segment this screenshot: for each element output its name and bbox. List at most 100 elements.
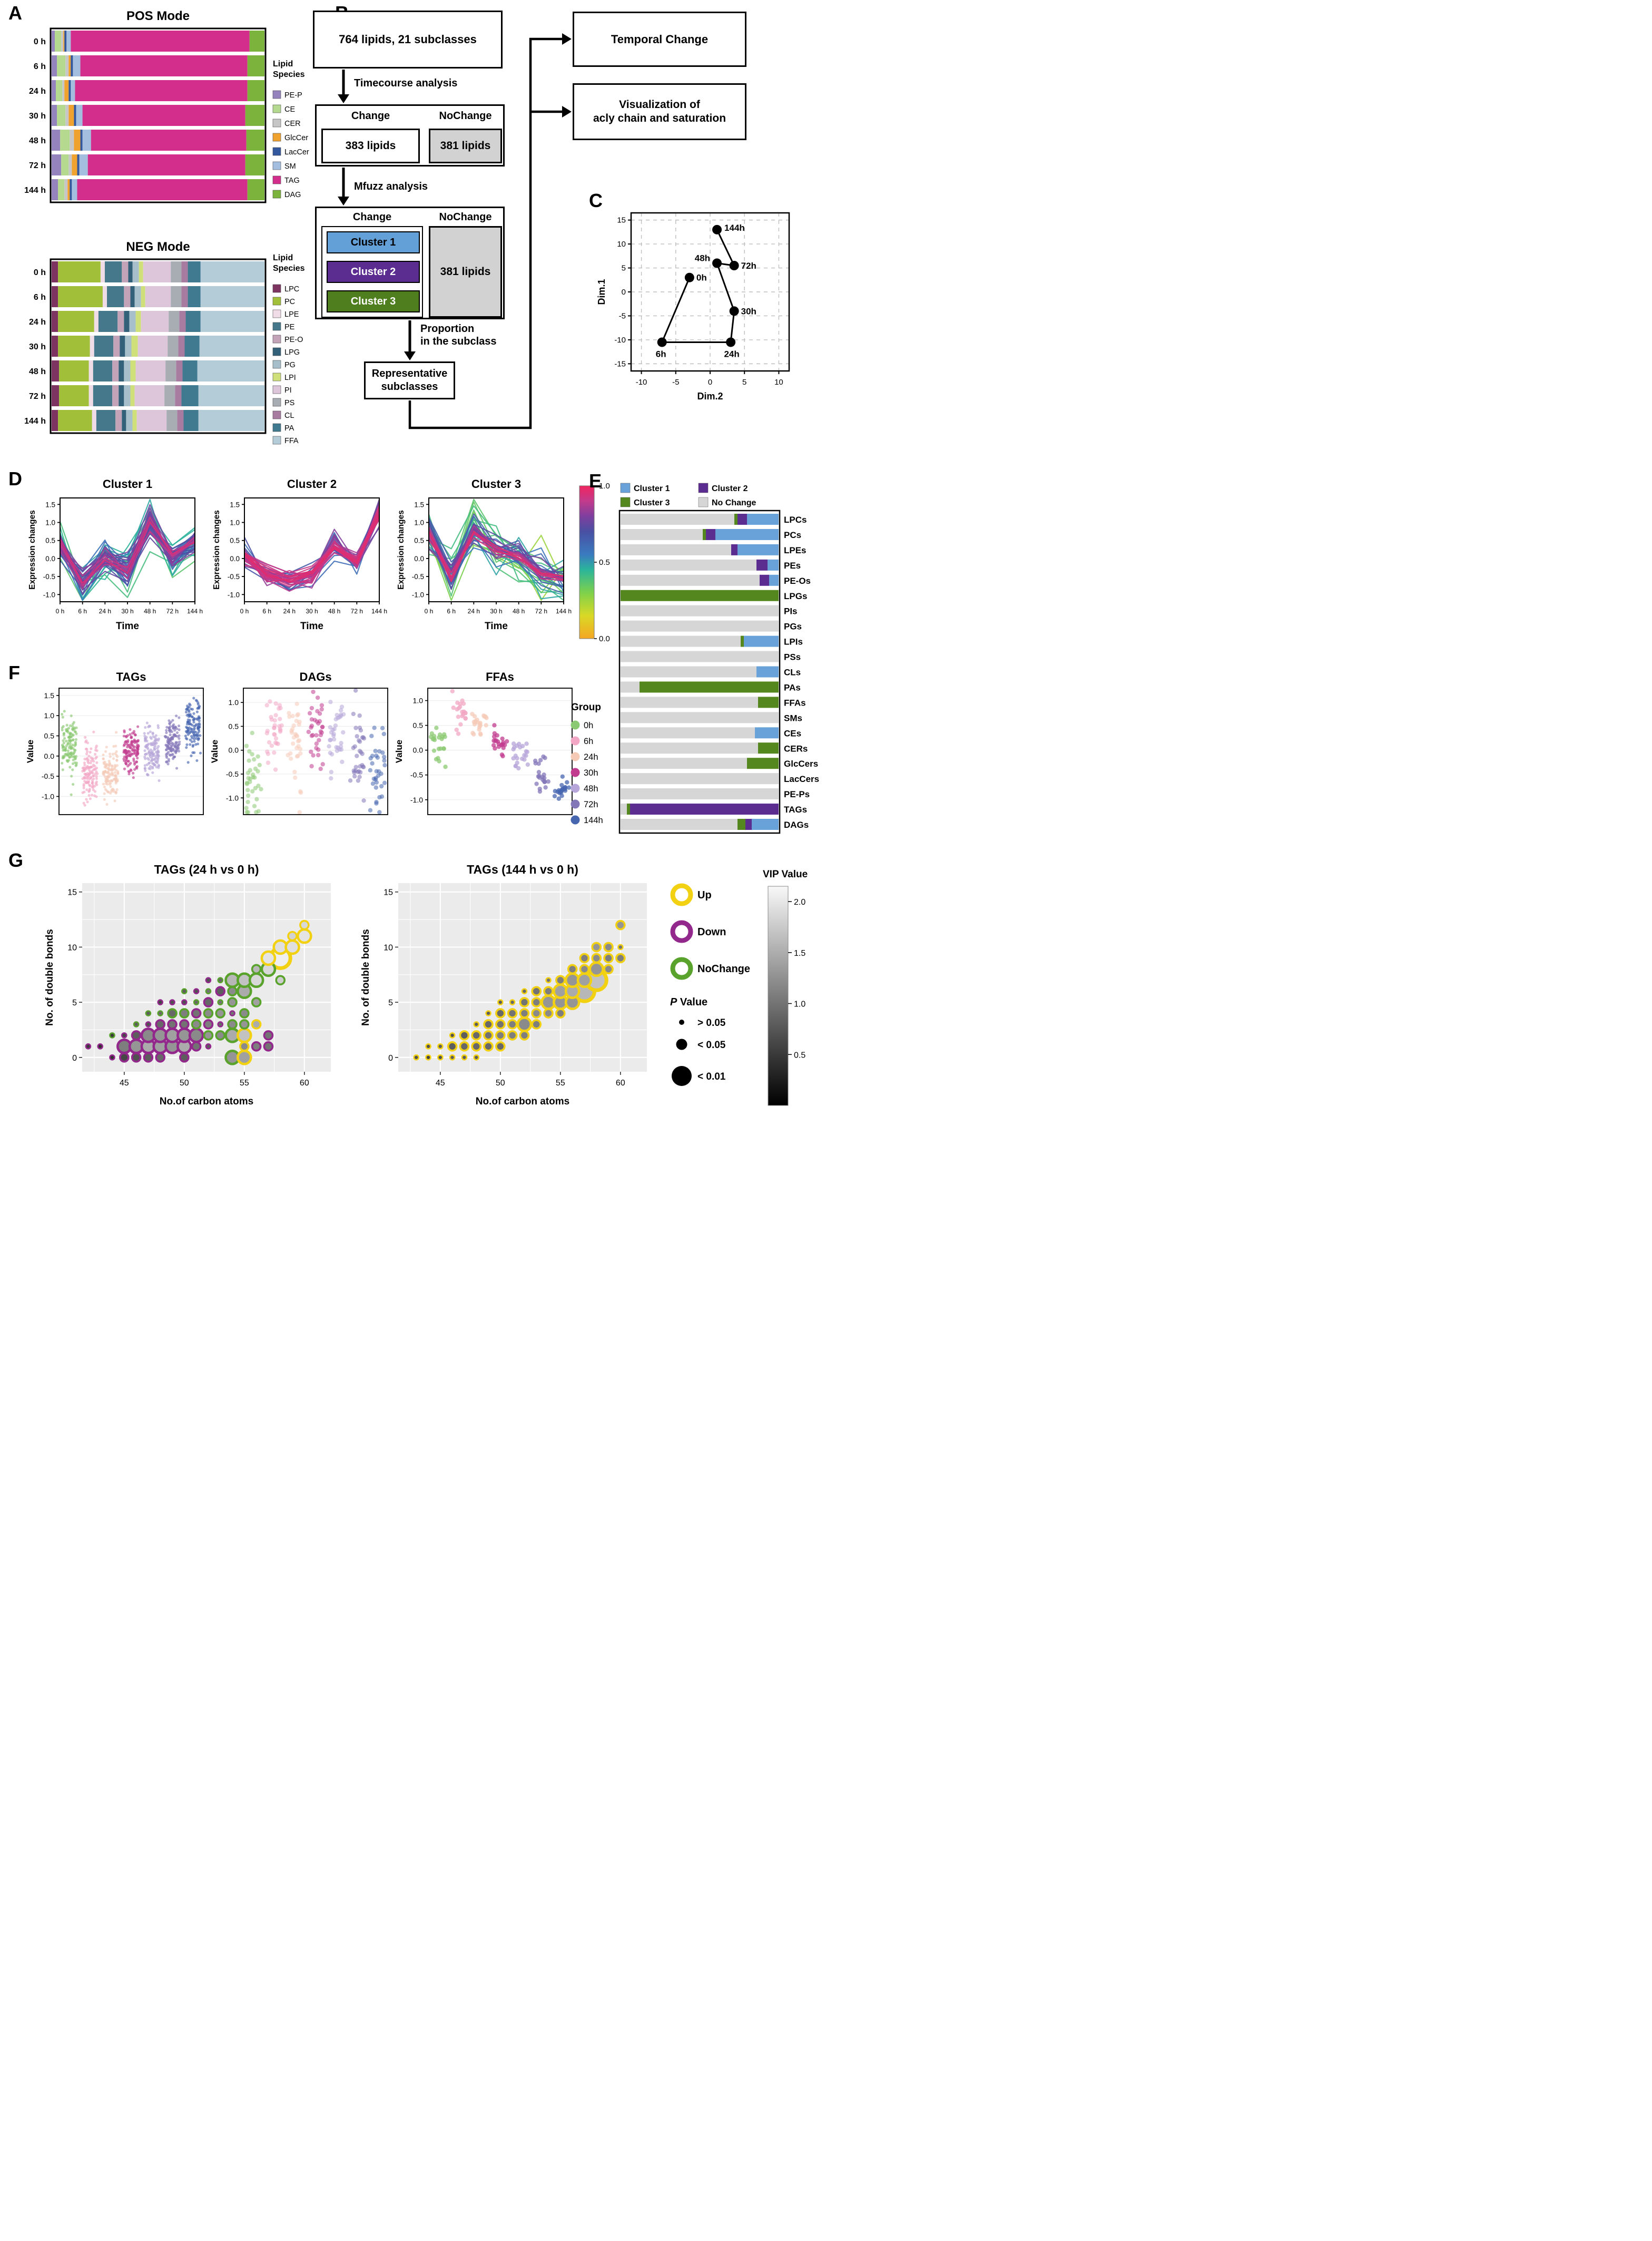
svg-text:SMs: SMs <box>784 713 802 723</box>
flow-cluster-1-box: Cluster 1 <box>327 231 420 253</box>
svg-text:TAGs (144 h vs 0 h): TAGs (144 h vs 0 h) <box>467 863 578 876</box>
svg-text:PE: PE <box>284 323 295 331</box>
svg-text:Lipid: Lipid <box>273 60 293 68</box>
panel-e-label: E <box>589 470 602 492</box>
svg-text:30 h: 30 h <box>29 342 46 351</box>
svg-text:Dim.2: Dim.2 <box>697 391 723 402</box>
svg-text:144 h: 144 h <box>24 417 46 426</box>
svg-text:GlcCer: GlcCer <box>284 134 308 142</box>
flow-box-total-lipids-text: 764 lipids, 21 subclasses <box>339 33 477 46</box>
membership-colorbar: 1.0 0.5 0.0 <box>574 481 618 644</box>
svg-text:144 h: 144 h <box>556 608 572 615</box>
svg-text:GlcCers: GlcCers <box>784 759 818 769</box>
svg-text:72 h: 72 h <box>351 608 363 615</box>
flow-label-proportion: Proportion in the subclass <box>420 323 497 347</box>
cluster-2-line-chart: Cluster 2 -1.0 -0.5 0.0 0.5 1.0 1.5 0 h 6 h 24 h 3… <box>211 474 390 651</box>
svg-text:1.0: 1.0 <box>45 519 55 527</box>
svg-text:6 h: 6 h <box>34 62 46 71</box>
svg-text:24 h: 24 h <box>99 608 111 615</box>
panel-f-label: F <box>8 662 20 683</box>
svg-text:LPGs: LPGs <box>784 591 807 601</box>
svg-text:-10: -10 <box>614 336 626 345</box>
flow-381-lipids-text-2: 381 lipids <box>440 266 491 278</box>
svg-text:0.5: 0.5 <box>413 721 424 730</box>
svg-text:Expression changes: Expression changes <box>212 510 221 590</box>
flow-connectors <box>0 0 826 464</box>
svg-text:72 h: 72 h <box>29 161 46 170</box>
svg-text:0.0: 0.0 <box>230 555 240 563</box>
figure-root: A POS Mode 0 h 6 h 24 h 30 h 48 h 72 h 144 h Lip… <box>0 0 826 1120</box>
svg-text:0.5: 0.5 <box>230 537 240 545</box>
svg-text:FFA: FFA <box>284 437 299 445</box>
svg-text:55: 55 <box>240 1079 249 1088</box>
svg-text:5: 5 <box>742 378 746 387</box>
flow-box-visualization: Visualization of acly chain and saturati… <box>573 83 746 140</box>
svg-text:LPG: LPG <box>284 348 300 357</box>
svg-text:FFAs: FFAs <box>784 698 806 708</box>
svg-text:0.5: 0.5 <box>414 537 424 545</box>
svg-text:5: 5 <box>72 999 77 1007</box>
svg-text:PGs: PGs <box>784 622 802 632</box>
svg-text:0.5: 0.5 <box>599 558 610 567</box>
flow-box-total-lipids: 764 lipids, 21 subclasses <box>313 11 503 68</box>
flow-box-cluster-stage: Change NoChange Cluster 1 Cluster 2 Clus… <box>315 207 505 319</box>
flow-box-381-lipids-2: 381 lipids <box>429 226 502 318</box>
svg-text:< 0.05: < 0.05 <box>697 1040 726 1051</box>
flow-383-lipids-text: 383 lipids <box>345 140 396 152</box>
svg-text:1.0: 1.0 <box>44 711 55 720</box>
subclass-cluster-proportion-chart: Cluster 1 Cluster 2 Cluster 3 No Change LPCs… <box>618 482 826 836</box>
flow-nochange-header: NoChange <box>439 110 492 122</box>
svg-text:-1.0: -1.0 <box>42 792 54 800</box>
svg-text:60: 60 <box>616 1079 625 1088</box>
flow-box-383-lipids: 383 lipids <box>321 129 420 163</box>
svg-text:Cluster 2: Cluster 2 <box>287 477 337 491</box>
svg-text:Time: Time <box>116 621 139 632</box>
svg-text:48 h: 48 h <box>29 136 46 145</box>
svg-text:0.0: 0.0 <box>599 634 610 643</box>
svg-text:0 h: 0 h <box>34 37 46 46</box>
svg-text:Value: Value <box>394 740 404 763</box>
svg-text:-10: -10 <box>636 378 647 387</box>
svg-text:PE-P: PE-P <box>284 91 302 100</box>
svg-text:TAGs: TAGs <box>784 805 807 815</box>
svg-text:10: 10 <box>617 240 626 249</box>
svg-text:LacCer: LacCer <box>284 148 309 156</box>
svg-text:Down: Down <box>697 926 726 938</box>
flow-change-header-2: Change <box>352 211 392 223</box>
svg-text:PCs: PCs <box>784 530 801 540</box>
flow-label-mfuzz-analysis: Mfuzz analysis <box>354 181 428 192</box>
svg-text:CEs: CEs <box>784 728 801 738</box>
pca-trajectory-chart: -10 -5 0 5 10 -15 -10 -5 0 5 10 15 Dim.2 Dim.1 0h 6h 24h… <box>594 203 815 425</box>
svg-text:0: 0 <box>72 1054 77 1063</box>
svg-text:1.0: 1.0 <box>229 698 239 707</box>
svg-text:60: 60 <box>300 1079 309 1088</box>
svg-text:No.of carbon atoms: No.of carbon atoms <box>476 1096 569 1107</box>
svg-text:0 h: 0 h <box>56 608 65 615</box>
svg-text:No. of double bonds: No. of double bonds <box>44 929 55 1026</box>
svg-text:Group: Group <box>571 702 601 713</box>
svg-text:24 h: 24 h <box>468 608 480 615</box>
svg-text:LPIs: LPIs <box>784 637 803 647</box>
svg-text:45: 45 <box>120 1079 129 1088</box>
svg-text:0 h: 0 h <box>34 268 46 277</box>
svg-text:1.5: 1.5 <box>794 949 805 958</box>
svg-text:15: 15 <box>384 888 393 897</box>
flow-box-representative-subclasses: Representative subclasses <box>364 361 455 399</box>
svg-text:5: 5 <box>622 264 626 273</box>
svg-text:Value: Value <box>210 740 220 763</box>
svg-text:72h: 72h <box>584 800 598 809</box>
svg-text:1.5: 1.5 <box>45 501 55 508</box>
svg-text:50: 50 <box>180 1079 189 1088</box>
svg-text:P Value: P Value <box>670 996 707 1008</box>
svg-text:Time: Time <box>300 621 323 632</box>
svg-text:1.5: 1.5 <box>44 691 55 700</box>
svg-text:Value: Value <box>25 740 35 763</box>
svg-text:0h: 0h <box>584 721 593 730</box>
svg-text:0 h: 0 h <box>240 608 249 615</box>
tags-144h-bubble-chart: TAGs (144 h vs 0 h) 45 50 55 60 0 5 10 15 No.of c… <box>358 862 663 1115</box>
flow-label-timecourse-analysis: Timecourse analysis <box>354 77 458 89</box>
svg-text:Cluster 3: Cluster 3 <box>634 498 670 507</box>
svg-text:Expression changes: Expression changes <box>397 510 406 590</box>
svg-text:48 h: 48 h <box>144 608 156 615</box>
svg-text:48h: 48h <box>695 253 710 263</box>
